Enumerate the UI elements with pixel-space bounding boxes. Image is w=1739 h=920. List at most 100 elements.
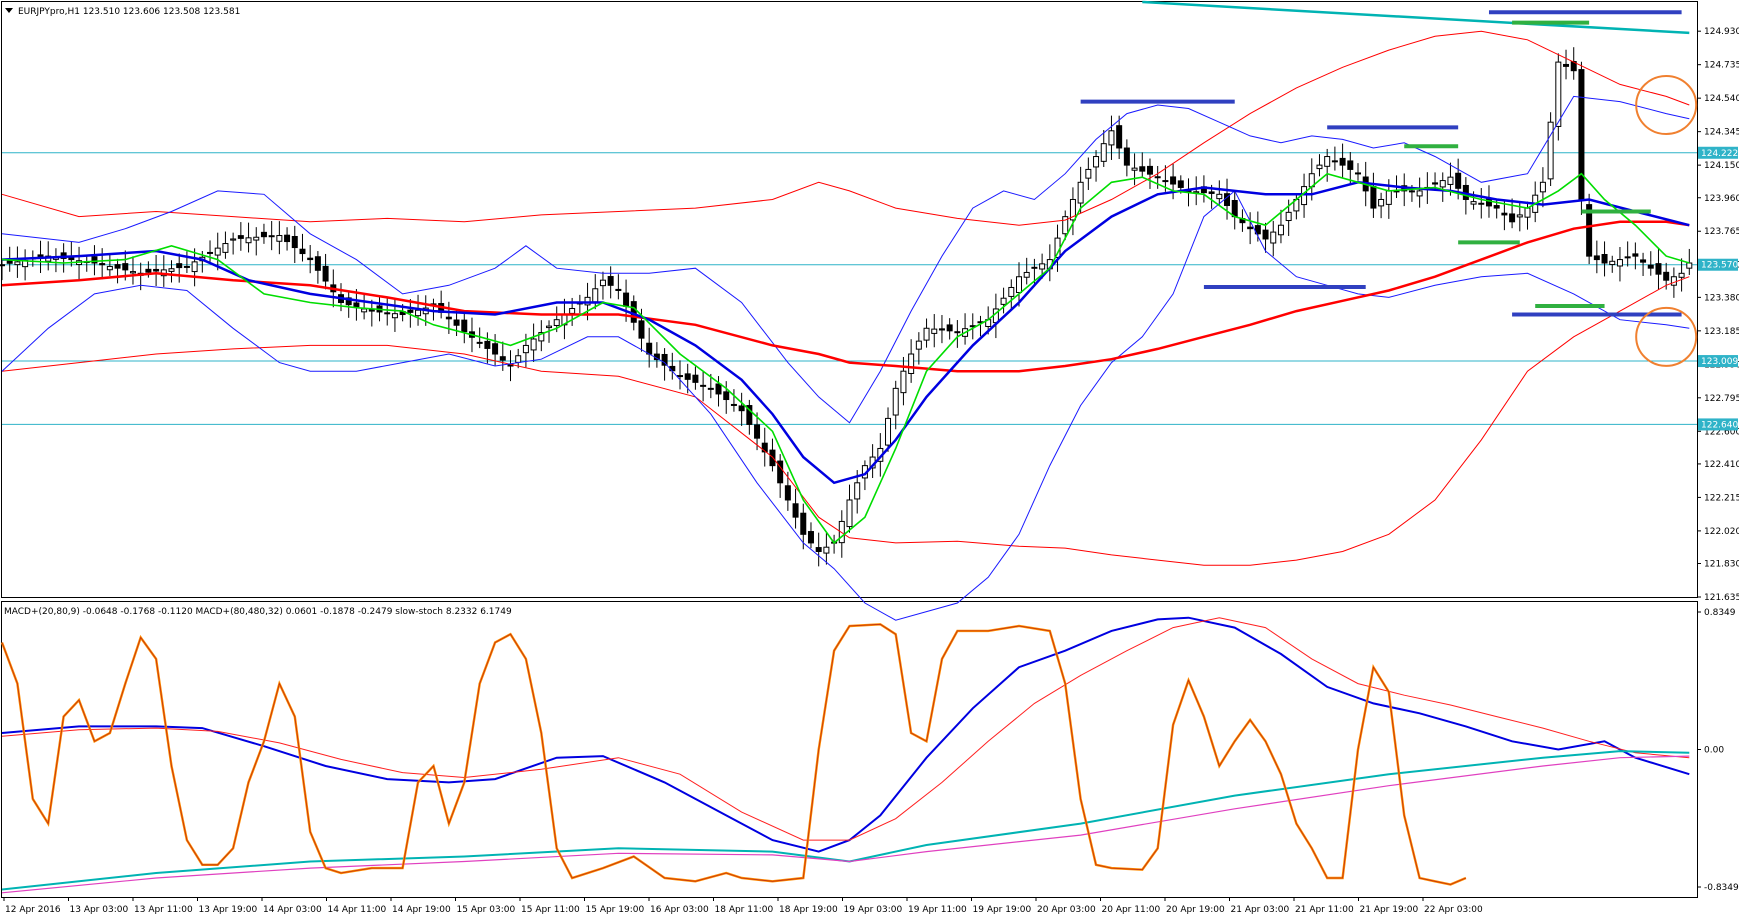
candle-body	[391, 313, 398, 319]
ind-y-tick-label: 0.8349	[1704, 608, 1736, 618]
candle-body	[1277, 224, 1284, 236]
candle-body	[1100, 143, 1107, 162]
candle-body	[1601, 253, 1608, 264]
candle-body	[1146, 165, 1153, 175]
candle-body	[461, 319, 468, 333]
candle-body	[638, 320, 645, 339]
price-tag	[1698, 258, 1738, 271]
candle-body	[207, 251, 214, 254]
price-tag	[1698, 418, 1738, 431]
candle-body	[1324, 156, 1331, 167]
candle-body	[1247, 226, 1254, 230]
candle-body	[122, 263, 129, 271]
candle-body	[1670, 276, 1677, 286]
x-tick-label: 22 Apr 03:00	[1424, 905, 1483, 915]
price-tag	[1698, 355, 1738, 368]
x-tick-label: 16 Apr 03:00	[650, 905, 709, 915]
symbol-info: EURJPYpro,H1 123.510 123.606 123.508 123…	[18, 7, 240, 17]
price-tag-label: 122.640	[1701, 420, 1738, 430]
candle-body	[1262, 229, 1269, 240]
candle-body	[353, 302, 360, 308]
y-tick-label: 122.215	[1704, 493, 1739, 503]
price-tag-label: 123.570	[1701, 261, 1738, 271]
candle-body	[546, 325, 553, 329]
series-macd-fast-red	[1, 617, 1690, 841]
candle-body	[453, 319, 460, 326]
candle-body	[846, 499, 853, 528]
candle-body	[1547, 121, 1554, 180]
collapse-triangle-icon[interactable]	[5, 8, 13, 13]
candle-body	[176, 263, 183, 269]
y-tick-label: 123.185	[1704, 327, 1739, 337]
candle-body	[1624, 256, 1631, 259]
x-tick-label: 14 Apr 03:00	[263, 905, 322, 915]
candle-body	[1663, 271, 1670, 281]
y-tick-label: 121.830	[1704, 560, 1739, 570]
candle-body	[1655, 263, 1662, 275]
candle-body	[1000, 297, 1007, 305]
x-tick-label: 13 Apr 11:00	[134, 905, 193, 915]
x-tick-label: 21 Apr 11:00	[1295, 905, 1354, 915]
candle-body	[1640, 259, 1647, 263]
x-tick-label: 19 Apr 19:00	[973, 905, 1032, 915]
candle-body	[1285, 211, 1292, 222]
candle-body	[1123, 147, 1130, 166]
candle-body	[1539, 181, 1546, 193]
candle-body	[91, 256, 98, 264]
candle-body	[245, 237, 252, 244]
annotation-circle[interactable]	[1635, 75, 1698, 136]
candle-body	[954, 331, 961, 334]
candle-body	[1085, 168, 1092, 179]
x-tick-label: 20 Apr 03:00	[1037, 905, 1096, 915]
candle-body	[892, 387, 899, 416]
candle-body	[0, 264, 5, 267]
x-tick-label: 18 Apr 11:00	[715, 905, 774, 915]
candle-body	[314, 256, 321, 271]
candle-body	[284, 234, 291, 243]
candle-body	[445, 316, 452, 320]
indicator-info: MACD+(20,80,9) -0.0648 -0.1768 -0.1120 M…	[4, 607, 512, 617]
candle-body	[1331, 160, 1338, 163]
candle-body	[1170, 176, 1177, 185]
candle-body	[1516, 214, 1523, 218]
candle-body	[1031, 266, 1038, 269]
candle-body	[384, 312, 391, 315]
candle-body	[1632, 253, 1639, 257]
candle-body	[407, 309, 414, 313]
candle-body	[1578, 69, 1585, 200]
candle-body	[815, 547, 822, 552]
candle-body	[476, 341, 483, 344]
candle-body	[677, 375, 683, 378]
candle-body	[1385, 190, 1392, 205]
x-tick-label: 18 Apr 19:00	[779, 905, 838, 915]
candle-body	[784, 485, 791, 501]
candle-body	[515, 355, 522, 363]
candle-body	[1616, 259, 1623, 267]
candle-body	[1069, 198, 1076, 221]
candle-body	[1370, 186, 1377, 209]
y-tick-label: 124.345	[1704, 128, 1739, 138]
x-tick-label: 19 Apr 11:00	[908, 905, 967, 915]
candle-body	[492, 343, 499, 355]
candle-body	[1131, 167, 1138, 171]
y-tick-label: 123.960	[1704, 194, 1739, 204]
annotation-circle[interactable]	[1635, 306, 1698, 367]
candle-body	[777, 460, 784, 484]
candle-body	[499, 356, 506, 361]
candle-body	[1023, 271, 1030, 278]
candle-body	[584, 296, 591, 306]
candle-body	[915, 340, 922, 350]
candle-body	[607, 276, 614, 286]
candle-body	[299, 248, 306, 255]
candle-body	[730, 403, 737, 406]
x-tick-label: 14 Apr 11:00	[328, 905, 387, 915]
candle-body	[661, 353, 668, 366]
candle-body	[692, 374, 699, 383]
candle-body	[237, 235, 244, 239]
candle-body	[553, 319, 560, 326]
candle-body	[345, 297, 352, 306]
candle-body	[183, 265, 190, 268]
candle-body	[106, 265, 113, 271]
candle-body	[623, 292, 630, 307]
